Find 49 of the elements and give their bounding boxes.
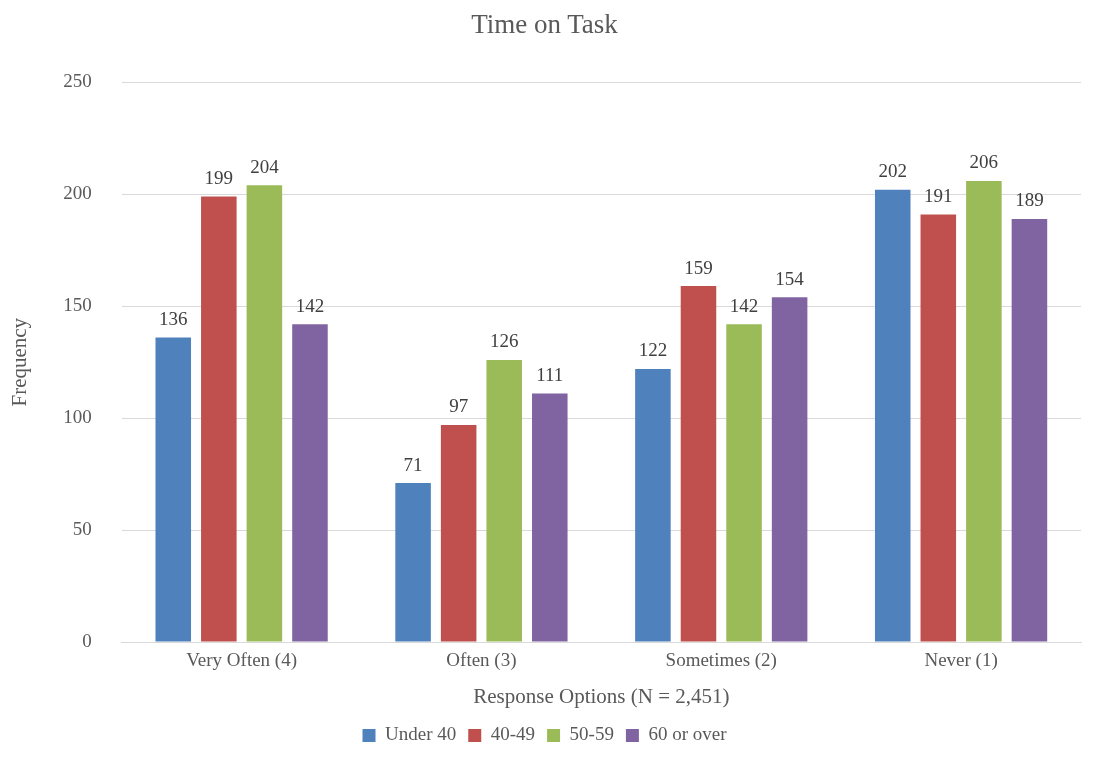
data-label: 71 <box>403 453 423 475</box>
data-label: 159 <box>684 256 713 278</box>
legend-label: 60 or over <box>648 723 728 745</box>
y-tick-label: 50 <box>72 518 92 540</box>
data-label: 142 <box>729 294 759 316</box>
x-tick-label: Often (3) <box>446 649 517 672</box>
y-tick-label: 250 <box>63 70 92 92</box>
x-tick-label: Never (1) <box>924 649 998 672</box>
bar <box>920 214 957 642</box>
data-label: 97 <box>449 395 469 417</box>
data-label: 111 <box>536 364 564 386</box>
bar <box>440 424 477 642</box>
data-label: 202 <box>878 160 907 182</box>
y-tick-label: 0 <box>82 629 92 651</box>
chart-title: Time on Task <box>471 9 619 40</box>
x-tick-label: Very Often (4) <box>186 649 298 672</box>
data-label: 199 <box>204 167 234 189</box>
bar <box>395 483 431 642</box>
bar <box>532 393 568 642</box>
bar <box>246 185 283 642</box>
bar <box>486 359 522 642</box>
x-tick-label: Sometimes (2) <box>665 649 777 672</box>
y-tick-label: 200 <box>63 182 92 204</box>
data-label: 189 <box>1015 189 1044 211</box>
data-label: 142 <box>295 294 325 316</box>
data-label: 126 <box>489 330 519 352</box>
data-label: 191 <box>924 184 953 206</box>
legend-label: Under 40 <box>385 723 457 745</box>
bar <box>155 337 192 642</box>
legend-label: 50-59 <box>569 723 614 745</box>
x-axis-title: Response Options (N = 2,451) <box>473 683 730 708</box>
data-label: 204 <box>250 155 280 177</box>
data-label: 154 <box>775 267 805 289</box>
bar <box>966 180 1002 642</box>
bar <box>680 286 717 642</box>
bar <box>635 368 671 642</box>
bar <box>771 297 808 642</box>
bar <box>874 189 911 642</box>
bar <box>726 324 762 642</box>
bar <box>292 324 328 642</box>
bar <box>201 196 237 642</box>
legend-label: 40-49 <box>490 723 536 745</box>
y-tick-label: 100 <box>63 406 92 428</box>
y-axis-title: Frequency <box>7 317 32 407</box>
data-label: 122 <box>638 339 668 361</box>
y-tick-label: 150 <box>63 294 92 316</box>
bar <box>1011 218 1048 642</box>
data-label: 206 <box>969 151 999 173</box>
data-label: 136 <box>159 308 188 330</box>
